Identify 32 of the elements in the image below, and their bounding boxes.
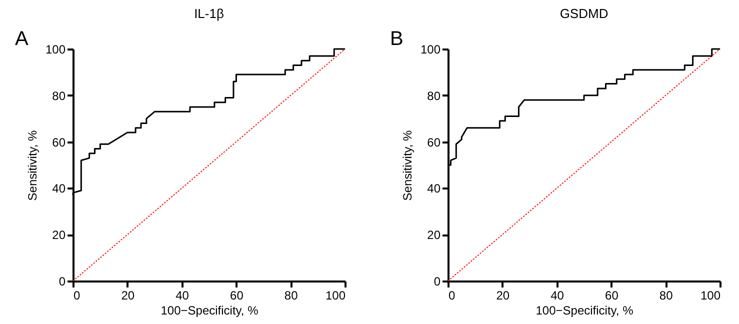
x-tick-label: 60 bbox=[230, 288, 244, 302]
y-tick-label: 60 bbox=[52, 135, 66, 150]
chart-title: IL-1β bbox=[194, 6, 224, 21]
x-tick-label: 100 bbox=[325, 288, 346, 302]
y-tick-label: 40 bbox=[427, 182, 441, 196]
x-tick-label: 80 bbox=[284, 288, 298, 302]
y-tick-label: 20 bbox=[52, 228, 66, 242]
chart-title: GSDMD bbox=[560, 6, 608, 21]
y-tick-label: 80 bbox=[52, 88, 66, 103]
x-tick-label: 80 bbox=[659, 288, 674, 302]
x-tick-label: 40 bbox=[550, 288, 564, 302]
y-axis-title: Sensitivity, % bbox=[25, 130, 40, 201]
y-tick-label: 20 bbox=[427, 228, 441, 242]
y-tick-label: 0 bbox=[58, 274, 66, 288]
text: A bbox=[15, 28, 29, 50]
x-tick-label: 20 bbox=[496, 288, 510, 302]
x-tick-label: 60 bbox=[605, 288, 619, 302]
y-tick-label: 40 bbox=[52, 182, 66, 196]
x-tick-label: 100 bbox=[700, 288, 721, 302]
x-tick-label: 20 bbox=[121, 288, 135, 302]
y-tick-label: 0 bbox=[434, 274, 441, 288]
x-tick-label: 0 bbox=[448, 288, 456, 302]
y-tick-label: 80 bbox=[427, 88, 441, 103]
text: B bbox=[390, 28, 404, 50]
x-axis-title: 100−Specificity, % bbox=[536, 304, 634, 318]
y-tick-label: 100 bbox=[420, 42, 441, 56]
x-axis-title: 100−Specificity, % bbox=[160, 304, 259, 318]
y-tick-label: 60 bbox=[427, 135, 441, 150]
x-tick-label: 40 bbox=[176, 288, 190, 302]
y-tick-label: 100 bbox=[45, 42, 66, 56]
y-axis-title: Sensitivity, % bbox=[400, 130, 414, 201]
x-tick-label: 0 bbox=[74, 288, 80, 302]
